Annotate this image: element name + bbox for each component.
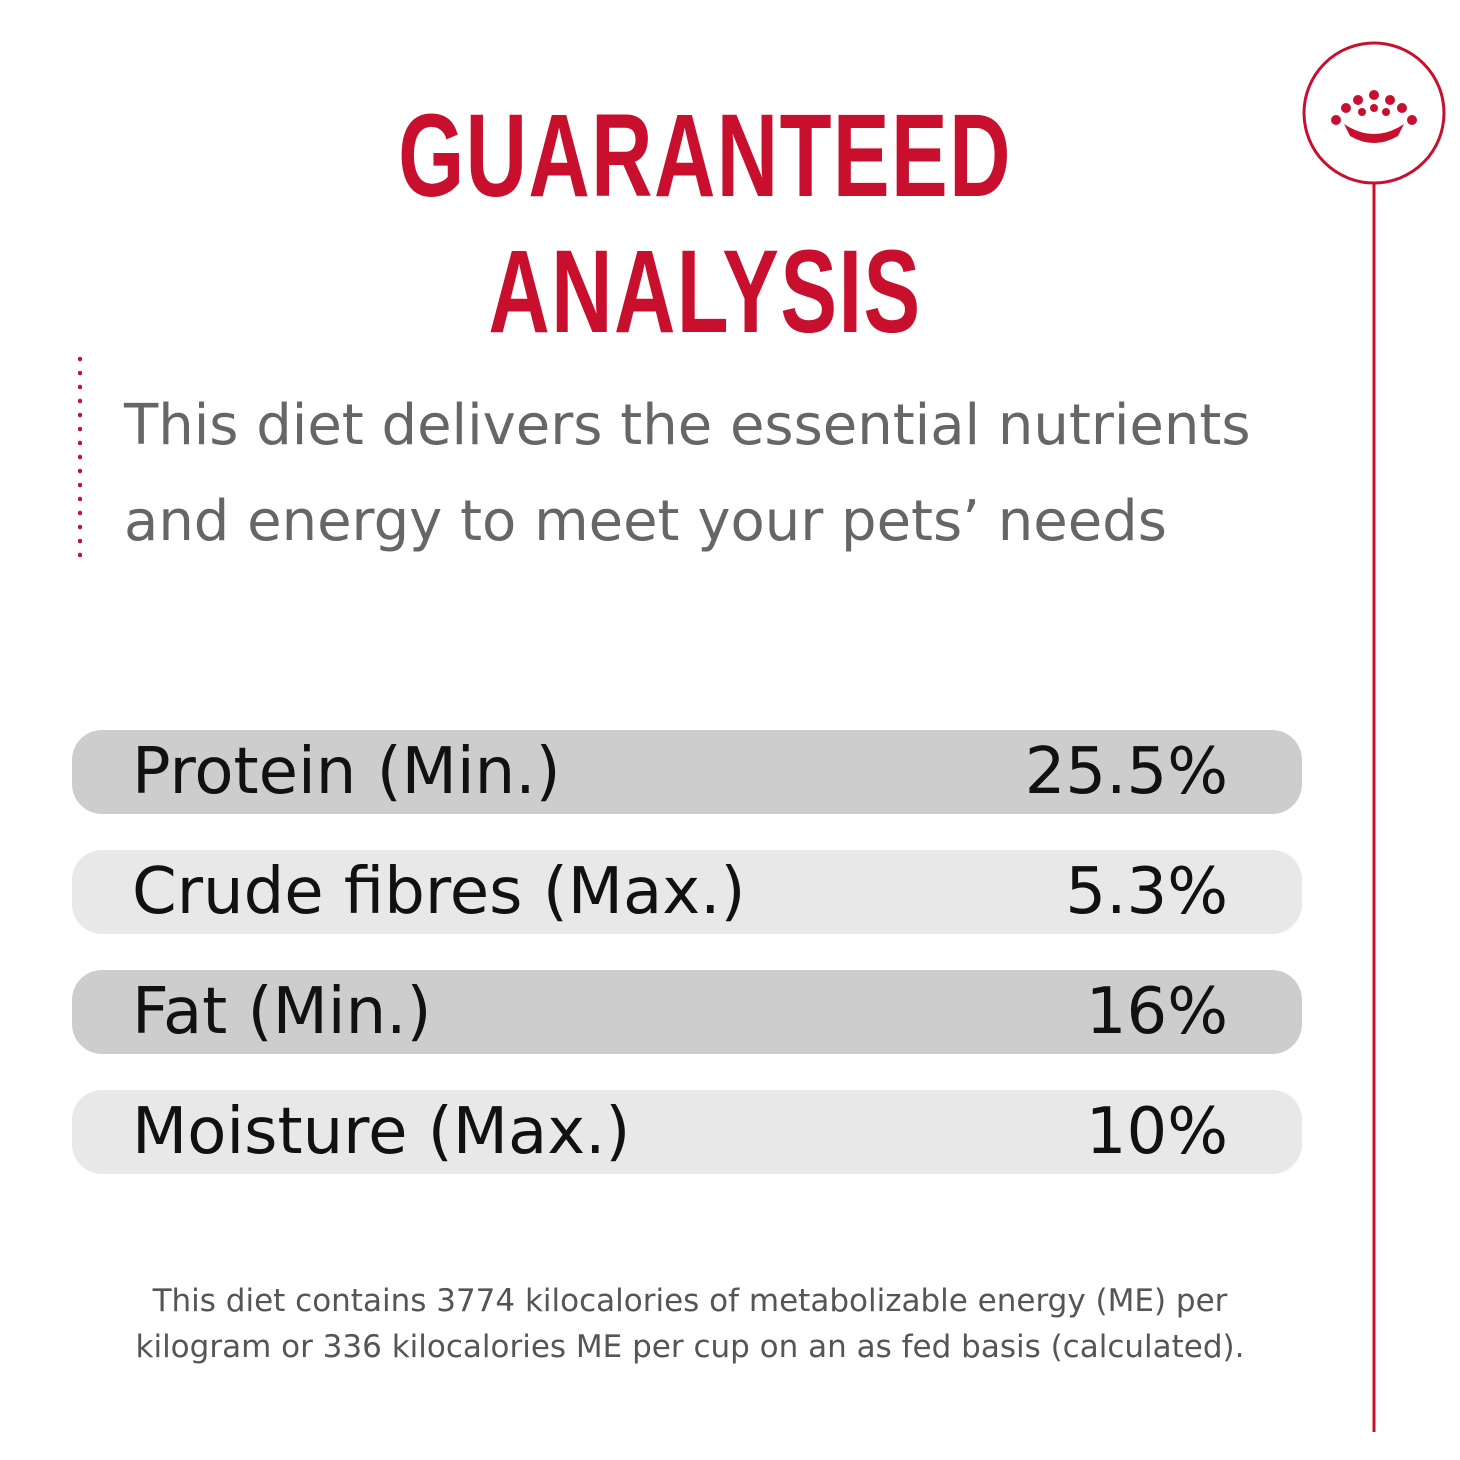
- dotted-rule: [78, 352, 82, 564]
- intro-line: and energy to meet your pets’ needs: [124, 489, 1167, 554]
- row-label: Fat (Min.): [132, 975, 432, 1049]
- footnote-line: This diet contains 3774 kilocalories of …: [152, 1283, 1228, 1319]
- intro: This diet delivers the essential nutrien…: [124, 378, 1251, 570]
- footnote-line: kilogram or 336 kilocalories ME per cup …: [135, 1329, 1245, 1365]
- logo-line: [1302, 41, 1446, 1432]
- row-label: Moisture (Max.): [132, 1095, 631, 1169]
- title: GUARANTEED ANALYSIS: [398, 90, 1012, 358]
- analysis-row: Protein (Min.) 25.5%: [72, 730, 1302, 814]
- analysis-row: Crude fibres (Max.) 5.3%: [72, 850, 1302, 934]
- intro-line: This diet delivers the essential nutrien…: [124, 393, 1251, 458]
- analysis-row: Fat (Min.) 16%: [72, 970, 1302, 1054]
- row-label: Protein (Min.): [132, 735, 561, 809]
- row-value: 5.3%: [1065, 855, 1228, 929]
- analysis-row: Moisture (Max.) 10%: [72, 1090, 1302, 1174]
- row-value: 25.5%: [1024, 735, 1228, 809]
- row-label: Crude fibres (Max.): [132, 855, 746, 929]
- row-value: 16%: [1085, 975, 1228, 1049]
- row-value: 10%: [1085, 1095, 1228, 1169]
- footnote: This diet contains 3774 kilocalories of …: [0, 1278, 1380, 1370]
